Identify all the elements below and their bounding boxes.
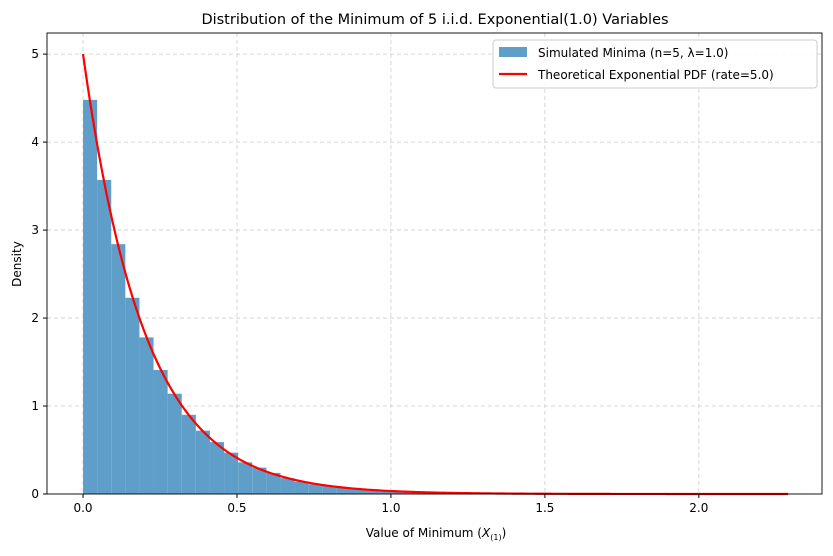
histogram-bar (125, 298, 139, 494)
x-axis-ticks: 0.0 0.5 1.0 1.5 2.0 (73, 494, 708, 515)
y-tick-label: 3 (31, 223, 39, 237)
histogram-bar (139, 337, 153, 494)
legend-label-histogram: Simulated Minima (n=5, λ=1.0) (538, 46, 728, 60)
histogram-bar (111, 244, 125, 494)
y-tick-label: 4 (31, 135, 39, 149)
x-tick-label: 0.0 (73, 501, 92, 515)
y-tick-label: 0 (31, 487, 39, 501)
x-axis-label: Value of Minimum (X(1)) (366, 526, 507, 542)
legend-label-curve: Theoretical Exponential PDF (rate=5.0) (537, 68, 774, 82)
y-axis-label: Density (10, 241, 24, 287)
histogram-bar (182, 415, 196, 494)
legend: Simulated Minima (n=5, λ=1.0) Theoretica… (493, 40, 817, 88)
y-tick-label: 1 (31, 399, 39, 413)
histogram-bar (224, 453, 238, 494)
x-tick-label: 2.0 (689, 501, 708, 515)
histogram-bar (280, 478, 294, 494)
histogram-bar (168, 394, 182, 494)
legend-swatch-histogram (499, 47, 527, 57)
histogram-bar (154, 370, 168, 494)
y-axis-ticks: 0 1 2 3 4 5 (31, 47, 47, 501)
histogram-bar (196, 431, 210, 494)
histogram-bar (238, 462, 252, 494)
x-tick-label: 1.5 (535, 501, 554, 515)
histogram-bar (210, 442, 224, 494)
y-tick-label: 5 (31, 47, 39, 61)
x-tick-label: 1.0 (381, 501, 400, 515)
histogram-bar (83, 100, 97, 494)
y-tick-label: 2 (31, 311, 39, 325)
x-tick-label: 0.5 (227, 501, 246, 515)
chart-title: Distribution of the Minimum of 5 i.i.d. … (201, 12, 668, 28)
histogram-bar (295, 482, 309, 494)
histogram-bar (97, 180, 111, 494)
histogram-bars (83, 100, 788, 494)
